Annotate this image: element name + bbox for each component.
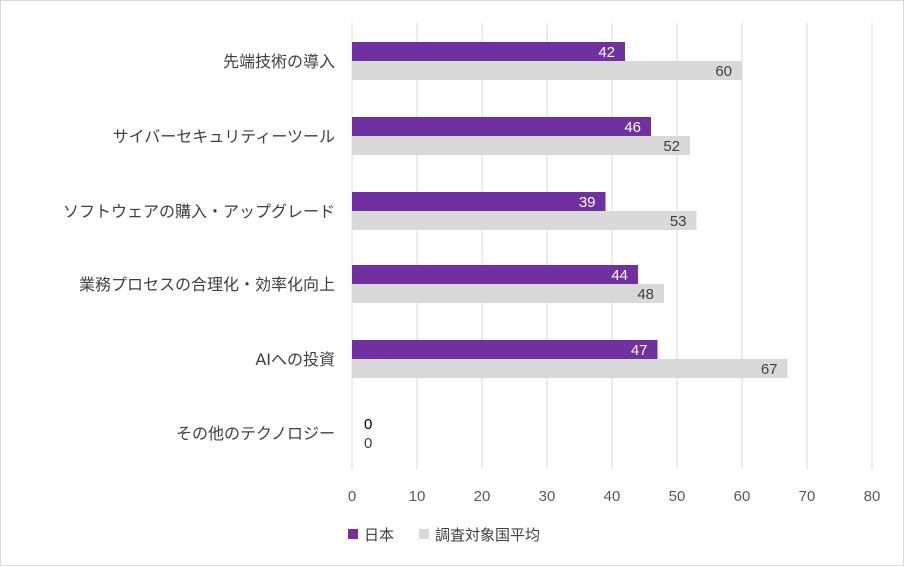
bar-japan-3 xyxy=(352,265,638,284)
x-tick-label-0: 0 xyxy=(348,488,356,505)
data-label-average-4: 67 xyxy=(761,361,778,378)
legend-swatch-average xyxy=(419,529,429,539)
bar-japan-4 xyxy=(352,340,658,359)
category-labels: 先端技術の導入サイバーセキュリティーツールソフトウェアの購入・アップグレード業務… xyxy=(63,52,335,443)
bar-average-0 xyxy=(352,61,742,80)
data-label-japan-4: 47 xyxy=(631,342,648,359)
legend-swatch-japan xyxy=(348,529,358,539)
legend: 日本 調査対象国平均 xyxy=(348,526,540,544)
bar-japan-2 xyxy=(352,192,606,211)
bar-average-3 xyxy=(352,284,664,303)
category-label-5: その他のテクノロジー xyxy=(176,424,335,443)
category-label-4: AIへの投資 xyxy=(255,350,335,369)
bar-average-4 xyxy=(352,359,788,378)
data-label-average-5: 0 xyxy=(364,435,372,452)
data-label-average-1: 52 xyxy=(663,138,680,155)
bar-japan-1 xyxy=(352,117,651,136)
data-label-japan-5: 0 xyxy=(364,416,372,433)
gridlines xyxy=(351,23,873,469)
x-tick-label-80: 80 xyxy=(864,488,881,505)
data-label-japan-0: 42 xyxy=(598,44,615,61)
data-label-japan-3: 44 xyxy=(611,267,628,284)
x-tick-label-10: 10 xyxy=(409,488,426,505)
category-label-1: サイバーセキュリティーツール xyxy=(113,127,335,146)
x-tick-label-30: 30 xyxy=(539,488,556,505)
x-tick-labels: 0 10 20 30 40 50 60 70 80 xyxy=(348,488,881,505)
category-label-3: 業務プロセスの合理化・効率化向上 xyxy=(79,275,335,294)
data-label-average-2: 53 xyxy=(670,213,687,230)
data-label-average-0: 60 xyxy=(715,63,732,80)
category-label-2: ソフトウェアの購入・アップグレード xyxy=(63,202,335,221)
bar-average-1 xyxy=(352,136,690,155)
x-tick-label-60: 60 xyxy=(734,488,751,505)
category-label-0: 先端技術の導入 xyxy=(223,52,335,71)
x-tick-label-70: 70 xyxy=(799,488,816,505)
x-tick-label-50: 50 xyxy=(669,488,686,505)
data-label-japan-2: 39 xyxy=(579,194,596,211)
bars: 42 60 46 52 39 53 44 48 47 67 0 0 xyxy=(352,42,788,452)
legend-label-average: 調査対象国平均 xyxy=(435,526,540,544)
legend-label-japan: 日本 xyxy=(364,526,394,544)
x-tick-label-20: 20 xyxy=(474,488,491,505)
x-tick-label-40: 40 xyxy=(604,488,621,505)
bar-average-2 xyxy=(352,211,697,230)
data-label-average-3: 48 xyxy=(637,286,654,303)
bar-japan-0 xyxy=(352,42,625,61)
data-label-japan-1: 46 xyxy=(624,119,641,136)
